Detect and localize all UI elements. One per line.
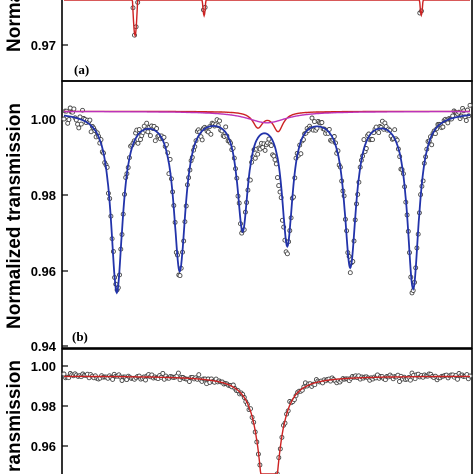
data-point: [61, 116, 67, 122]
data-point: [144, 120, 150, 126]
fit-curve-fit: [64, 0, 470, 38]
data-point: [208, 131, 214, 137]
data-point: [177, 273, 183, 279]
data-point: [186, 379, 192, 384]
data-point: [319, 120, 325, 125]
panel-a-plot: [64, 0, 470, 38]
data-point: [347, 270, 353, 276]
panel-b-label: (b): [72, 329, 88, 344]
fit-curve-fit: [64, 375, 470, 474]
panel-a-ylabel: Norma: [4, 0, 25, 52]
data-point: [110, 376, 116, 382]
data-point: [429, 142, 435, 148]
data-point: [275, 175, 280, 181]
panel-b-ytick-label-100: 1.00: [31, 112, 56, 127]
data-point: [455, 376, 460, 382]
data-point: [407, 377, 413, 383]
panel-c-ytick-label-100: 1.00: [31, 359, 56, 374]
data-point: [255, 151, 261, 157]
data-point: [392, 127, 398, 133]
fit-curve-background: [64, 110, 470, 124]
data-point: [223, 124, 229, 130]
panel-c: 1.00 0.98 0.96 ransmission: [4, 348, 473, 474]
panel-b-plot: [61, 102, 473, 296]
panel-c-ylabel: ransmission: [4, 360, 25, 472]
panel-b-frame: [61, 80, 473, 349]
data-point: [252, 155, 258, 161]
data-point: [175, 370, 181, 376]
panel-a: 0.97 (a) Norma: [4, 0, 473, 82]
panel-c-ytick-label-098: 0.98: [31, 399, 56, 414]
data-point: [268, 143, 274, 149]
data-point: [309, 115, 315, 121]
panel-c-ytick-label-096: 0.96: [31, 439, 56, 454]
data-point: [138, 137, 143, 142]
data-point: [160, 370, 166, 376]
data-point: [76, 125, 82, 131]
panel-b-ylabel: Normalized transmission: [4, 103, 25, 329]
data-point: [361, 137, 367, 143]
panel-c-plot: [61, 370, 473, 474]
data-point: [284, 251, 290, 257]
panel-b-ytick-label-098: 0.98: [31, 188, 56, 203]
data-point: [298, 151, 304, 157]
data-point: [445, 120, 451, 126]
data-point: [154, 126, 160, 131]
data-point: [135, 140, 141, 146]
data-point: [196, 372, 202, 378]
panel-b-ytick-label-096: 0.96: [31, 264, 56, 279]
panel-c-frame: [61, 348, 473, 474]
data-point: [440, 124, 446, 130]
data-point: [467, 102, 473, 108]
panel-a-frame: [61, 0, 473, 82]
data-point: [370, 137, 375, 143]
data-point: [87, 117, 93, 123]
data-point: [66, 117, 72, 123]
data-point: [217, 118, 222, 124]
data-point: [397, 379, 402, 384]
data-point: [262, 147, 268, 153]
data-point: [136, 127, 142, 133]
panel-b: 1.00 0.98 0.96 0.94 (b) Normalized trans…: [4, 80, 473, 354]
data-point: [78, 121, 84, 127]
data-point: [145, 129, 151, 135]
data-point: [376, 130, 382, 136]
panel-a-ytick-label: 0.97: [31, 38, 56, 53]
panel-b-ytick-label-094: 0.94: [31, 339, 57, 354]
data-point: [71, 106, 77, 112]
data-point: [272, 157, 278, 163]
data-point: [147, 133, 153, 139]
data-point: [152, 138, 158, 144]
data-point: [199, 137, 205, 143]
data-point: [463, 118, 469, 123]
data-point: [143, 377, 148, 383]
fit-curve-doublet: [64, 110, 470, 133]
fit-curve-sextet: [63, 114, 471, 295]
panel-a-label: (a): [74, 62, 89, 77]
